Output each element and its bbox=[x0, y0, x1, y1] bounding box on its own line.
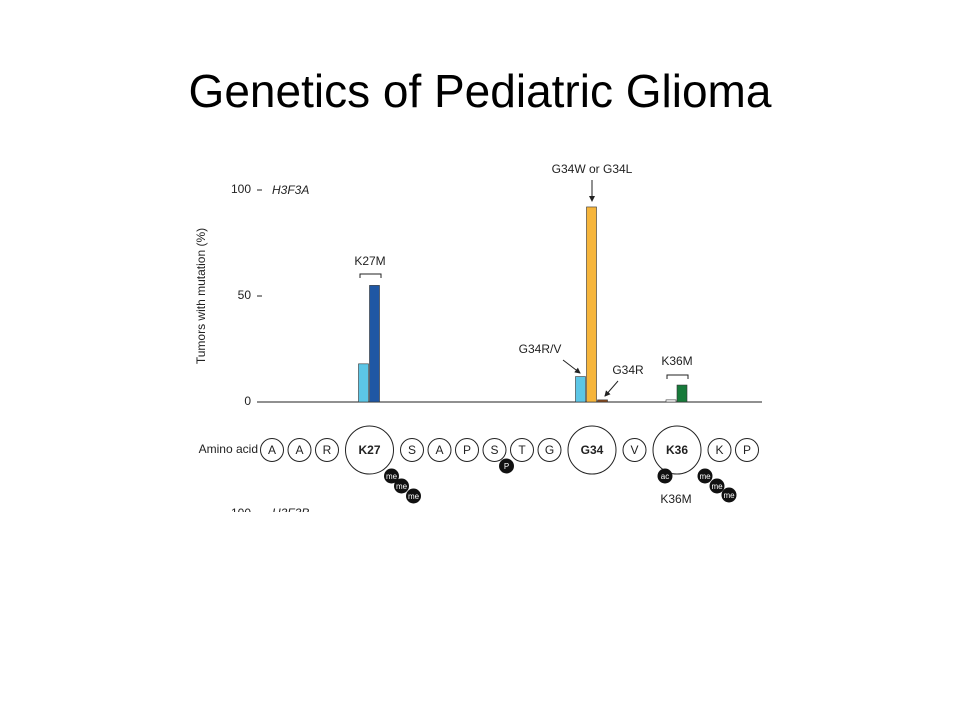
residue bbox=[537, 438, 562, 462]
y-tick-label: 100 bbox=[231, 182, 251, 196]
residue bbox=[455, 438, 479, 462]
arrow bbox=[562, 359, 581, 374]
residue-label: R bbox=[323, 443, 332, 457]
residue bbox=[652, 425, 702, 475]
gene-label: H3F3B bbox=[272, 506, 309, 520]
residue-label: T bbox=[518, 443, 526, 457]
modification bbox=[499, 458, 514, 474]
residue-label: K36 bbox=[666, 443, 688, 457]
residue-label: A bbox=[268, 443, 276, 457]
modification bbox=[657, 468, 673, 484]
y-tick-label: 0 bbox=[244, 394, 251, 408]
modification-label: me bbox=[723, 491, 735, 500]
modification-label: me bbox=[396, 482, 408, 491]
residue bbox=[622, 438, 647, 462]
modification-label: P bbox=[504, 462, 509, 471]
y-tick-label: 100 bbox=[231, 506, 251, 520]
residue-label: G34 bbox=[581, 443, 604, 457]
residue bbox=[345, 425, 394, 475]
bar bbox=[665, 399, 677, 403]
annotation: K36M bbox=[660, 492, 691, 506]
residue bbox=[260, 438, 284, 462]
residue-label: P bbox=[463, 443, 471, 457]
modification bbox=[406, 488, 421, 504]
modification bbox=[721, 487, 737, 503]
residue-label: S bbox=[490, 443, 498, 457]
bar bbox=[369, 285, 380, 403]
arrow bbox=[604, 380, 619, 397]
modification-label: me bbox=[408, 492, 420, 501]
residue-label: V bbox=[630, 443, 638, 457]
residue-label: A bbox=[435, 443, 443, 457]
y-axis-label: Tumors with mutation (%) bbox=[194, 228, 208, 364]
residue bbox=[287, 438, 312, 462]
modification bbox=[394, 478, 409, 494]
bar bbox=[586, 206, 597, 403]
residue-label: S bbox=[408, 443, 416, 457]
annotation: G34W or G34L bbox=[552, 162, 633, 176]
residue-label: G bbox=[545, 443, 554, 457]
residue-label: P bbox=[743, 443, 751, 457]
modification-label: ac bbox=[661, 472, 669, 481]
residue bbox=[707, 438, 732, 462]
residue bbox=[315, 438, 339, 462]
residue bbox=[427, 438, 452, 462]
x-axis-label: Amino acid bbox=[199, 442, 258, 456]
residue bbox=[510, 438, 534, 462]
y-tick-label: 50 bbox=[238, 288, 252, 302]
gene-label: H3F3A bbox=[272, 183, 309, 197]
bar bbox=[358, 363, 369, 403]
bracket bbox=[666, 374, 689, 379]
residue-label: K bbox=[715, 443, 723, 457]
residue bbox=[400, 438, 424, 462]
annotation: K27M bbox=[354, 254, 385, 268]
modification-label: me bbox=[711, 482, 723, 491]
annotation: G34R bbox=[612, 363, 644, 377]
bracket bbox=[359, 273, 382, 278]
slide-title: Genetics of Pediatric Glioma bbox=[189, 65, 772, 117]
modification-label: me bbox=[699, 472, 711, 481]
annotation: G34R/V bbox=[519, 342, 562, 356]
residue bbox=[567, 425, 617, 475]
residue bbox=[735, 438, 759, 462]
modification bbox=[384, 468, 399, 484]
modification-label: me bbox=[386, 472, 398, 481]
residue-label: A bbox=[295, 443, 303, 457]
residue bbox=[482, 438, 507, 462]
modification bbox=[697, 468, 713, 484]
bar bbox=[575, 376, 586, 403]
bar bbox=[676, 384, 688, 403]
bar bbox=[597, 399, 608, 403]
lower-panel: 100 H3F3B bbox=[231, 506, 309, 520]
modification bbox=[709, 478, 725, 494]
residue-label: K27 bbox=[358, 443, 380, 457]
annotation: K36M bbox=[661, 354, 692, 368]
